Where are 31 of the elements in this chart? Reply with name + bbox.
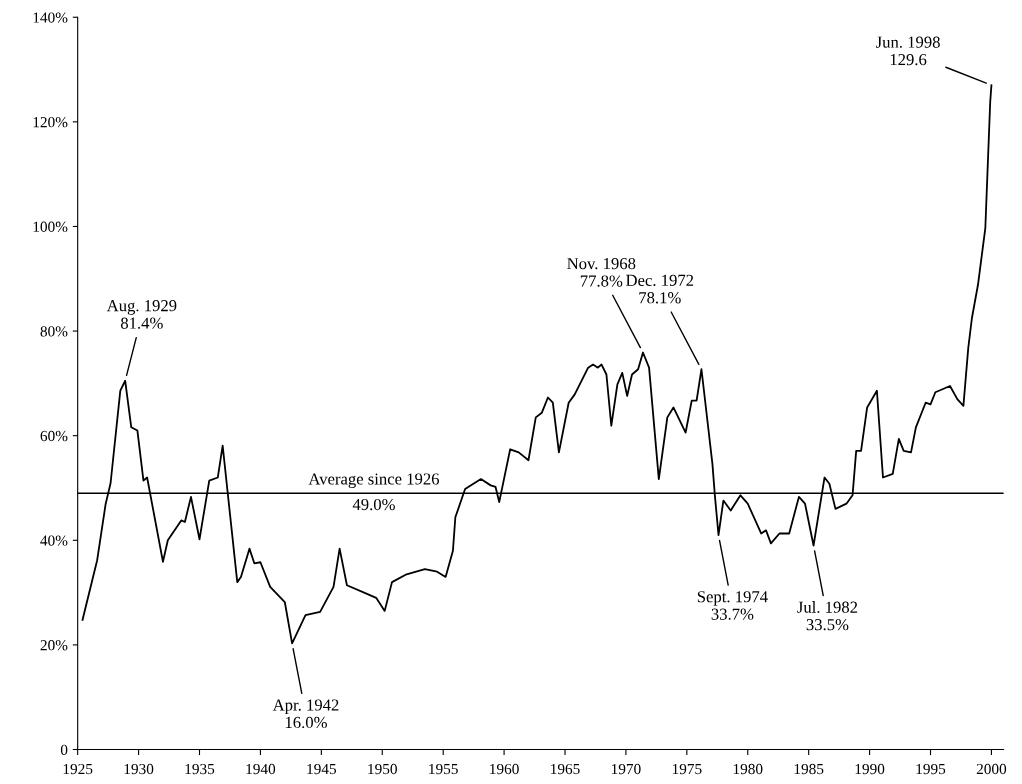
x-tick-label: 1955 — [429, 763, 458, 775]
y-tick-label: 40% — [40, 535, 68, 546]
annotation: Jul. 1982 33.5% — [797, 601, 858, 631]
x-tick-label: 1925 — [63, 763, 93, 775]
x-tick-label: 1950 — [368, 763, 397, 775]
x-tick-label: 2000 — [976, 763, 1007, 775]
x-tick-label: 1970 — [611, 763, 641, 775]
y-tick-label: 20% — [40, 640, 68, 651]
x-tick-label: 1990 — [855, 763, 885, 775]
x-tick-label: 1965 — [551, 763, 580, 775]
annotation: Dec. 1972 78.1% — [626, 274, 694, 304]
x-tick-label: 1940 — [246, 763, 276, 775]
annotation: Apr. 1942 16.0% — [272, 699, 339, 729]
annotation: Jun. 1998 129.6 — [876, 36, 940, 66]
ref-line-label: Average since 1926 49.0% — [308, 473, 440, 511]
x-tick-label: 1935 — [185, 763, 215, 775]
y-tick-label: 120% — [33, 117, 68, 128]
x-tick-label: 1930 — [124, 763, 154, 775]
x-tick-label: 1980 — [733, 763, 763, 775]
y-tick-label: 60% — [40, 430, 68, 442]
annotation: Aug. 1929 81.4% — [106, 300, 177, 329]
annotation: Sept. 1974 33.7% — [697, 591, 768, 620]
x-tick-label: 1960 — [490, 763, 519, 775]
x-tick-label: 1985 — [794, 763, 824, 775]
y-tick-label: 100% — [33, 221, 68, 232]
y-tick-label: 140% — [33, 12, 68, 23]
x-tick-label: 1995 — [916, 763, 946, 775]
y-tick-label: 0 — [60, 744, 68, 755]
x-tick-label: 1945 — [307, 763, 337, 775]
y-tick-label: 80% — [40, 326, 68, 337]
x-tick-label: 1975 — [672, 763, 702, 775]
